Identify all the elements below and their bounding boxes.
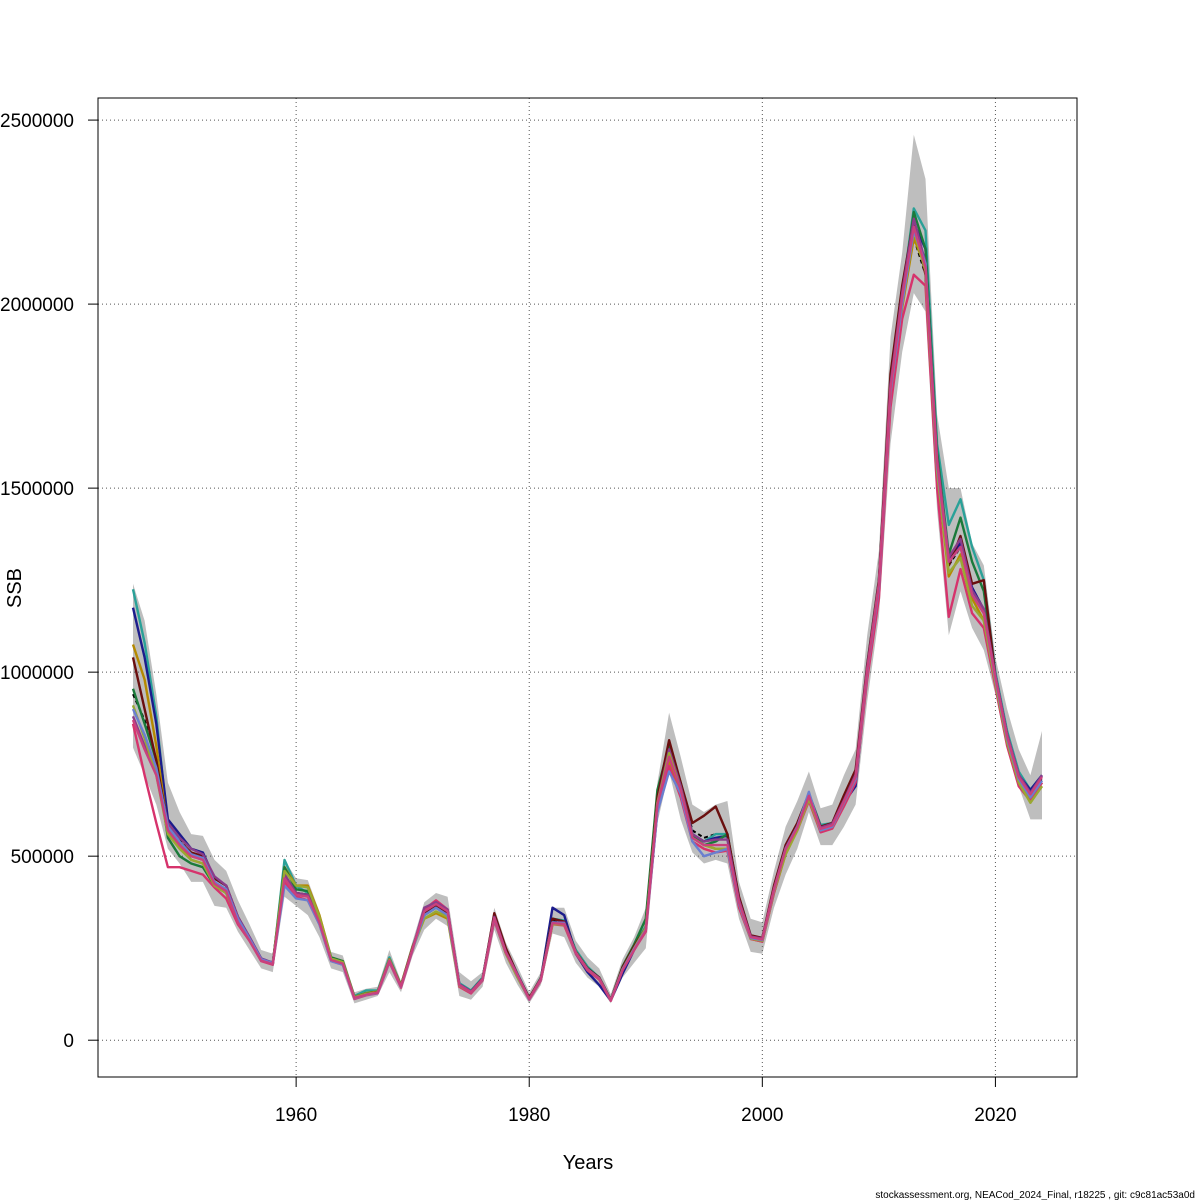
y-axis: 0 500000 1000000 1500000 2000000 2500000 <box>0 111 99 1052</box>
y-tick-label: 500000 <box>11 847 74 868</box>
x-tick-label: 2000 <box>741 1105 783 1126</box>
x-tick-label: 1960 <box>275 1105 317 1126</box>
y-tick-label: 2500000 <box>0 111 74 132</box>
y-tick-label: 1500000 <box>0 479 74 500</box>
x-axis-title: Years <box>563 1152 613 1174</box>
y-tick-label: 0 <box>63 1031 74 1052</box>
x-axis: 1960 1980 2000 2020 <box>275 1076 1017 1126</box>
x-tick-label: 2020 <box>974 1105 1016 1126</box>
series-layer <box>131 207 1044 1002</box>
y-tick-label: 2000000 <box>0 295 74 316</box>
footer-credit: stockassessment.org, NEACod_2024_Final, … <box>875 1190 1195 1200</box>
series-line-11 <box>131 225 1043 1002</box>
x-tick-label: 1980 <box>508 1105 550 1126</box>
y-axis-title: SSB <box>4 568 26 608</box>
y-tick-label: 1000000 <box>0 663 74 684</box>
